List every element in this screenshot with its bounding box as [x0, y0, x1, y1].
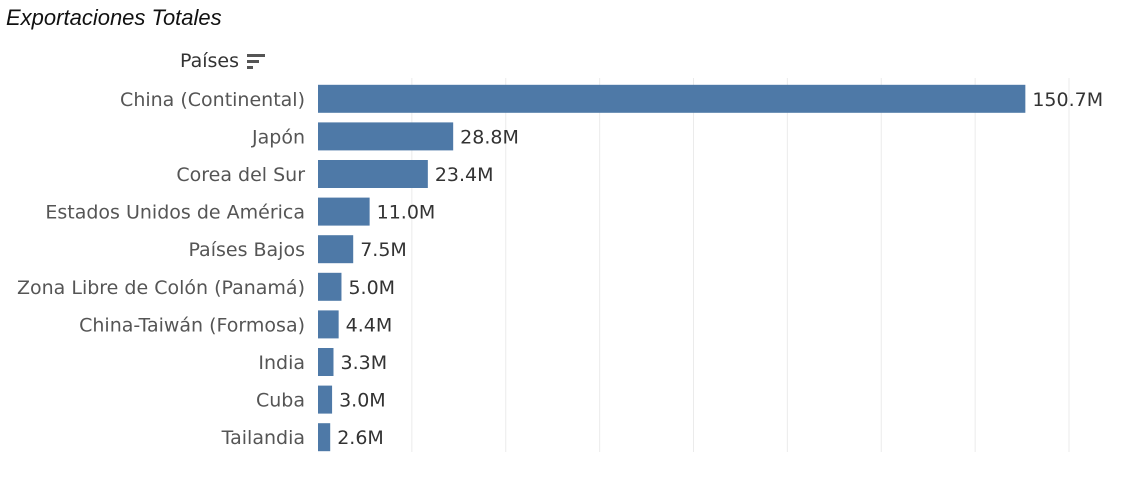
- value-label: 7.5M: [360, 239, 407, 261]
- category-label: Corea del Sur: [176, 164, 305, 186]
- axis-header-label: Países: [180, 50, 240, 72]
- value-label: 28.8M: [460, 126, 519, 148]
- category-label: Cuba: [256, 390, 305, 412]
- bar[interactable]: [318, 84, 1026, 113]
- value-label: 150.7M: [1032, 89, 1103, 111]
- value-label: 3.0M: [339, 390, 386, 412]
- category-label: Japón: [251, 126, 305, 148]
- sort-descending-icon[interactable]: [247, 53, 266, 69]
- value-label: 3.3M: [340, 352, 387, 374]
- category-label: Estados Unidos de América: [45, 202, 305, 224]
- category-label: India: [258, 352, 305, 374]
- bar[interactable]: [318, 122, 454, 151]
- category-label: Países Bajos: [188, 239, 305, 261]
- labels: China (Continental) 150.7M Japón 28.8M Corea…: [17, 89, 1103, 449]
- value-label: 11.0M: [377, 202, 436, 224]
- axis-header-paises[interactable]: Países: [180, 50, 266, 72]
- bar[interactable]: [318, 235, 354, 264]
- value-label: 4.4M: [346, 314, 393, 336]
- bar[interactable]: [318, 160, 428, 188]
- category-label: Tailandia: [221, 427, 305, 449]
- value-label: 23.4M: [435, 164, 494, 186]
- bar[interactable]: [318, 272, 342, 301]
- bars: [318, 84, 1026, 452]
- chart-title: Exportaciones Totales: [6, 5, 222, 30]
- bar[interactable]: [318, 348, 334, 376]
- bar[interactable]: [318, 310, 339, 339]
- bar[interactable]: [318, 423, 331, 452]
- bar[interactable]: [318, 385, 333, 414]
- value-label: 5.0M: [348, 277, 395, 299]
- category-label: China (Continental): [120, 89, 305, 111]
- grid-lines: [411, 78, 1070, 452]
- category-label: Zona Libre de Colón (Panamá): [17, 277, 305, 299]
- value-label: 2.6M: [337, 427, 384, 449]
- category-label: China-Taiwán (Formosa): [79, 314, 305, 336]
- bar[interactable]: [318, 197, 370, 226]
